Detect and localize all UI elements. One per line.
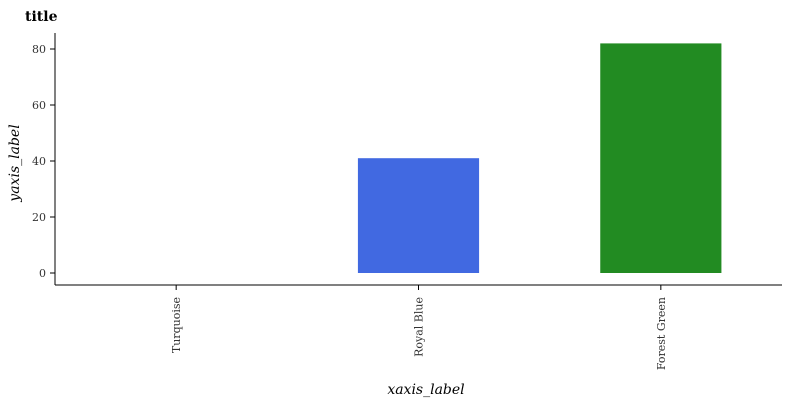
chart-title: title bbox=[25, 9, 58, 25]
bar-royal-blue bbox=[357, 158, 480, 273]
y-axis-label: yaxis_label bbox=[7, 124, 23, 202]
x-tick-label: Turquoise bbox=[170, 297, 183, 353]
y-tick-label: 20 bbox=[32, 211, 46, 224]
bars-group bbox=[357, 43, 722, 274]
x-axis-label: xaxis_label bbox=[387, 382, 464, 398]
x-tick-label: Royal Blue bbox=[413, 297, 426, 357]
x-tick-label: Forest Green bbox=[655, 297, 668, 370]
y-tick-label: 80 bbox=[32, 43, 46, 56]
plot-area: 0 20 40 60 80 Turquoise Royal Blue Forest Gree… bbox=[32, 33, 782, 370]
y-tick-label: 60 bbox=[32, 99, 46, 112]
y-tick-label: 0 bbox=[39, 267, 46, 280]
bar-forest-green bbox=[600, 43, 722, 274]
y-tick-label: 40 bbox=[32, 155, 46, 168]
y-ticks-group: 0 20 40 60 80 bbox=[32, 43, 55, 280]
x-ticks-group: Turquoise Royal Blue Forest Green bbox=[170, 285, 668, 370]
